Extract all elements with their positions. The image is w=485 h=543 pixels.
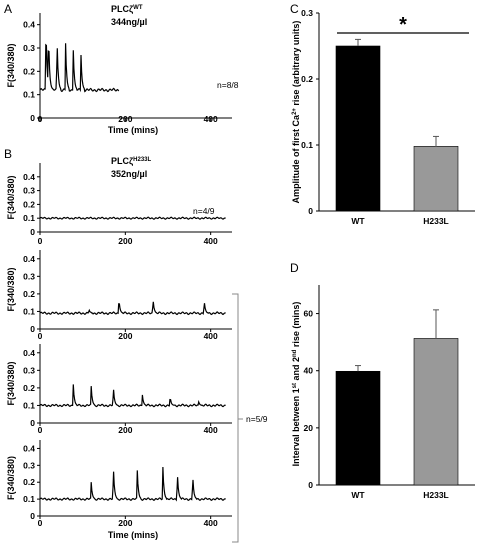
x-tick-label: 0 — [38, 114, 43, 124]
y-axis-label: F(340/380) — [6, 456, 16, 500]
y-axis-label: F(340/380) — [6, 267, 16, 311]
y-tick-label: 0 — [308, 480, 313, 490]
trace-panel-b2: 0 0.1 0.2 0.3 0.4 0 200 400 F(340/380) — [6, 250, 232, 341]
y-tick-label: 0 — [308, 206, 313, 216]
y-tick-label: 0.1 — [23, 306, 35, 316]
calcium-trace-line — [39, 301, 226, 316]
x-tick-label: 200 — [118, 236, 132, 246]
y-tick-label: 0.1 — [23, 90, 35, 100]
y-tick-label: 0 — [30, 227, 35, 237]
x-tick-label: 200 — [118, 114, 132, 124]
calcium-trace-line — [39, 43, 120, 93]
y-tick-label: 20 — [304, 423, 314, 433]
y-tick-label: 0.1 — [23, 213, 35, 223]
annotation-conc-b: 352ng/µl — [111, 169, 147, 179]
y-tick-label: 0.2 — [23, 199, 35, 209]
x-tick-label: 400 — [204, 331, 218, 341]
y-tick-label: 40 — [304, 366, 314, 376]
x-tick-label: 400 — [204, 425, 218, 435]
panel-letter-b: B — [4, 147, 12, 161]
category-label: WT — [351, 216, 365, 226]
x-tick-label: 400 — [204, 236, 218, 246]
trace-panel-b3: 0 0.1 0.2 0.3 0.4 0 200 400 F(340/380) — [6, 344, 232, 435]
y-tick-label: 0.1 — [301, 140, 313, 150]
y-tick-label: 0.3 — [23, 460, 35, 470]
trace-panel-a: 0 0.1 0.2 0.3 0.4 0 200 400 F(340/380) — [6, 13, 232, 124]
group-bracket — [232, 293, 239, 543]
y-tick-label: 0.2 — [23, 477, 35, 487]
y-tick-label: 0.1 — [23, 400, 35, 410]
x-tick-label: 400 — [204, 114, 218, 124]
x-tick-label: 0 — [38, 331, 43, 341]
y-axis-label: F(340/380) — [6, 361, 16, 405]
y-tick-label: 0.2 — [23, 66, 35, 76]
x-tick-label: 200 — [118, 518, 132, 528]
calcium-trace-line — [39, 384, 226, 408]
y-tick-label: 0.2 — [23, 289, 35, 299]
bar-panel-d: 0 20 40 60 WT H233L — [304, 285, 475, 500]
y-tick-label: 0.3 — [23, 365, 35, 375]
y-tick-label: 0 — [30, 511, 35, 521]
trace-panel-b1: 0 0.1 0.2 0.3 0.4 0 200 400 F(340/380) — [6, 163, 232, 246]
count-label-b: n=4/9 — [193, 206, 215, 216]
y-tick-label: 0.1 — [23, 494, 35, 504]
xlabel-b4: Time (mins) — [108, 530, 158, 540]
xlabel-a: Time (mins) — [108, 125, 158, 135]
category-label: WT — [351, 490, 365, 500]
calcium-trace-line — [39, 466, 226, 502]
y-tick-label: 0.3 — [301, 8, 313, 18]
y-tick-label: 0.4 — [23, 172, 35, 182]
x-tick-label: 0 — [38, 425, 43, 435]
bar-wt — [335, 370, 381, 486]
y-axis-label: F(340/380) — [6, 43, 16, 87]
panel-letter-c: C — [290, 2, 299, 16]
y-tick-label: 0 — [30, 113, 35, 123]
ylabel-d: Interval between 1st and 2nd rise (mins) — [291, 302, 301, 467]
bar-h233l — [413, 146, 459, 212]
bar-panel-c: 0 0.1 0.2 0.3 WT H233L * — [301, 8, 475, 226]
category-label: H233L — [423, 216, 449, 226]
y-tick-label: 60 — [304, 309, 314, 319]
trace-panel-b4: 0 0.1 0.2 0.3 0.4 0 200 400 F(340/380) — [6, 440, 232, 528]
y-tick-label: 0.3 — [23, 186, 35, 196]
y-tick-label: 0.2 — [301, 74, 313, 84]
annotation-conc-a: 344ng/µl — [111, 17, 147, 27]
y-tick-label: 0.4 — [23, 20, 35, 30]
count-label-a: n=8/8 — [217, 80, 239, 90]
y-tick-label: 0 — [30, 418, 35, 428]
y-tick-label: 0.4 — [23, 443, 35, 453]
bar-wt — [335, 45, 381, 212]
x-tick-label: 0 — [38, 518, 43, 528]
x-tick-label: 200 — [118, 425, 132, 435]
y-tick-label: 0.2 — [23, 383, 35, 393]
y-tick-label: 0.4 — [23, 348, 35, 358]
x-tick-label: 0 — [38, 236, 43, 246]
y-tick-label: 0 — [30, 324, 35, 334]
calcium-trace-line — [39, 216, 226, 220]
y-axis-label: F(340/380) — [6, 175, 16, 219]
annotation-plc-wt: PLCζWT — [111, 4, 143, 14]
y-tick-label: 0.4 — [23, 254, 35, 264]
significance-star: * — [399, 14, 407, 36]
x-tick-label: 200 — [118, 331, 132, 341]
y-tick-label: 0.3 — [23, 271, 35, 281]
bar-h233l — [413, 338, 459, 486]
ylabel-c: Amplitude of first Ca2+ rise (arbitrary … — [291, 21, 301, 204]
category-label: H233L — [423, 490, 449, 500]
annotation-plc-h233l: PLCζH233L — [111, 156, 152, 166]
panel-letter-a: A — [4, 2, 12, 16]
group-count-label: n=5/9 — [246, 414, 268, 424]
panel-letter-d: D — [290, 261, 299, 275]
x-tick-label: 400 — [204, 518, 218, 528]
y-tick-label: 0.3 — [23, 43, 35, 53]
